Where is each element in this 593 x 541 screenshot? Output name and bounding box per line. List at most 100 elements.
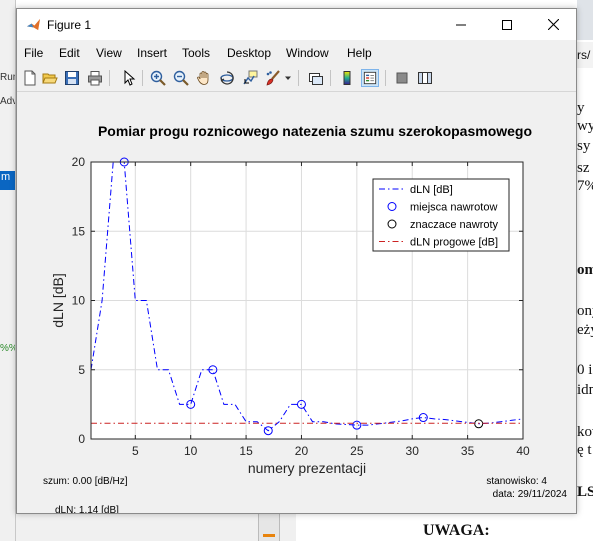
save-icon xyxy=(65,71,79,85)
save-button[interactable] xyxy=(63,69,81,87)
close-button[interactable] xyxy=(530,9,576,40)
minimize-icon xyxy=(456,24,466,25)
series-line-dln xyxy=(91,162,523,432)
menu-desktop[interactable]: Desktop xyxy=(227,46,272,60)
legend-icon xyxy=(363,71,377,85)
x-tick-label: 40 xyxy=(516,444,530,458)
y-tick-label: 15 xyxy=(72,224,86,238)
matlab-logo-icon xyxy=(26,18,41,31)
new-figure-button[interactable] xyxy=(21,69,39,87)
toolbar-separator xyxy=(142,70,143,86)
bg-right-fragment: ony xyxy=(577,303,593,319)
minimize-button[interactable] xyxy=(438,9,484,40)
bg-right-fragment: idn xyxy=(577,382,593,398)
figure-toolbar xyxy=(17,65,576,92)
data-cursor-icon xyxy=(243,70,258,85)
bg-right-fragment: om xyxy=(577,262,593,278)
menu-bar: File Edit View Insert Tools Desktop Wind… xyxy=(17,40,576,64)
rotate-3d-button[interactable] xyxy=(218,69,236,87)
menu-window[interactable]: Window xyxy=(286,46,329,60)
figure-window: Figure 1 File Edit View Insert Tools Des… xyxy=(16,8,577,516)
bg-right-fragment: LS xyxy=(577,484,593,500)
show-tools-icon xyxy=(418,72,432,84)
legend-marker-swatch xyxy=(387,202,397,211)
bg-right-fragment: y xyxy=(577,100,585,116)
bg-right-fragment: sz xyxy=(577,160,590,176)
bg-browser-tabbar xyxy=(577,0,593,40)
open-file-icon xyxy=(42,73,58,84)
x-tick-label: 30 xyxy=(406,444,420,458)
y-tick-label: 10 xyxy=(72,294,86,308)
zoom-out-button[interactable] xyxy=(172,69,190,87)
edit-plot-pointer-button[interactable] xyxy=(120,69,138,87)
bg-right-fragment: wy xyxy=(577,118,593,134)
legend-button[interactable] xyxy=(361,69,379,87)
date-annotation: data: 29/11/2024 xyxy=(493,489,568,500)
menu-file[interactable]: File xyxy=(24,46,44,60)
bg-right-fragment: ę t xyxy=(577,442,592,458)
toolbar-separator xyxy=(298,70,299,86)
print-button[interactable] xyxy=(86,69,104,87)
background-bottom-strip xyxy=(16,514,296,541)
legend-label: miejsca nawrotow xyxy=(410,202,497,214)
print-icon xyxy=(88,71,102,86)
menu-tools[interactable]: Tools xyxy=(182,46,211,60)
significant-reversal-marker xyxy=(474,419,484,429)
maximize-button[interactable] xyxy=(484,9,530,40)
menu-edit[interactable]: Edit xyxy=(59,46,80,60)
new-figure-icon xyxy=(24,70,36,86)
pointer-icon xyxy=(124,70,136,86)
x-tick-label: 25 xyxy=(350,444,364,458)
bg-right-fragment: rs/ xyxy=(577,48,591,62)
brush-button[interactable] xyxy=(264,69,282,87)
menu-help[interactable]: Help xyxy=(347,46,372,60)
hide-plot-tools-button[interactable] xyxy=(393,69,411,87)
bg-left-fragment: Adv xyxy=(0,96,16,107)
legend-marker-swatch xyxy=(387,219,397,229)
menu-view[interactable]: View xyxy=(96,46,122,60)
pan-icon xyxy=(197,71,209,85)
open-file-button[interactable] xyxy=(41,69,59,87)
background-right-document: rs/ y wy sy sz 7% om ony eży 0 i idn kov… xyxy=(577,0,593,541)
title-bar[interactable]: Figure 1 xyxy=(17,9,576,40)
link-plot-icon xyxy=(309,73,323,85)
bg-browser-urlbar xyxy=(577,42,593,68)
bg-right-fragment: eży xyxy=(577,322,593,338)
reversal-marker xyxy=(208,365,218,375)
toolbar-separator xyxy=(385,70,386,86)
bg-left-tab: m xyxy=(0,171,15,190)
pan-button[interactable] xyxy=(195,69,213,87)
brush-icon xyxy=(266,70,280,86)
hide-tools-icon xyxy=(396,72,408,84)
zoom-out-icon xyxy=(173,70,189,86)
link-plot-button[interactable] xyxy=(307,69,325,87)
colorbar-icon xyxy=(343,71,351,85)
colorbar-button[interactable] xyxy=(338,69,356,87)
chart-svg: 5 10 15 20 25 30 35 40 0 5 10 15 20 Pomiar progu rozn… xyxy=(43,123,568,516)
reversal-marker xyxy=(263,426,273,436)
show-plot-tools-button[interactable] xyxy=(416,69,434,87)
y-axis-label: dLN [dB] xyxy=(50,273,66,327)
rotate-3d-icon xyxy=(220,71,234,85)
threshold-annotation: dLN: 1.14 [dB] xyxy=(55,505,119,513)
x-tick-label: 35 xyxy=(461,444,475,458)
figure-canvas: 5 10 15 20 25 30 35 40 0 5 10 15 20 Pomiar progu rozn… xyxy=(17,93,576,516)
x-axis-label: numery prezentacji xyxy=(248,460,366,476)
zoom-in-icon xyxy=(150,70,166,86)
menu-insert[interactable]: Insert xyxy=(137,46,168,60)
zoom-in-button[interactable] xyxy=(149,69,167,87)
data-cursor-button[interactable] xyxy=(241,69,259,87)
y-tick-label: 20 xyxy=(72,155,86,169)
maximize-icon xyxy=(502,19,512,30)
x-tick-label: 20 xyxy=(295,444,309,458)
chart-title: Pomiar progu roznicowego natezenia szumu… xyxy=(98,123,532,139)
station-annotation: stanowisko: 4 xyxy=(486,476,547,487)
brush-dropdown-button[interactable] xyxy=(283,69,293,87)
x-tick-label: 15 xyxy=(239,444,253,458)
legend-label: dLN [dB] xyxy=(410,184,453,196)
y-tick-label: 5 xyxy=(78,363,85,377)
reversal-marker xyxy=(296,399,306,409)
reversal-marker xyxy=(186,399,196,409)
bg-left-fragment: Run xyxy=(0,72,15,83)
x-tick-label: 10 xyxy=(184,444,198,458)
